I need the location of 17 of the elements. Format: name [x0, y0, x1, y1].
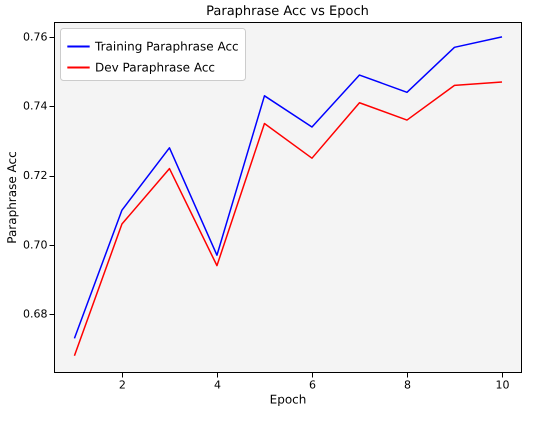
y-tick-label: 0.76	[23, 30, 48, 44]
x-tick-label: 8	[404, 378, 411, 392]
x-tick-label: 4	[214, 378, 221, 392]
y-axis-title: Paraphrase Acc	[5, 151, 20, 244]
line-series	[74, 81, 503, 356]
y-tick-label: 0.74	[23, 100, 48, 113]
chart-title: Paraphrase Acc vs Epoch	[206, 4, 369, 19]
x-tick-label: 10	[495, 378, 510, 392]
legend-label: Dev Paraphrase Acc	[95, 60, 216, 74]
y-tick-label: 0.70	[23, 238, 48, 252]
y-tick-label: 0.72	[23, 169, 48, 182]
x-tick-label: 6	[308, 378, 316, 392]
x-axis-title: Epoch	[270, 392, 306, 406]
y-tick-label: 0.68	[23, 308, 48, 321]
legend-label: Training Paraphrase Acc	[94, 40, 239, 54]
x-tick-label: 2	[118, 378, 126, 392]
line-series	[74, 36, 503, 340]
